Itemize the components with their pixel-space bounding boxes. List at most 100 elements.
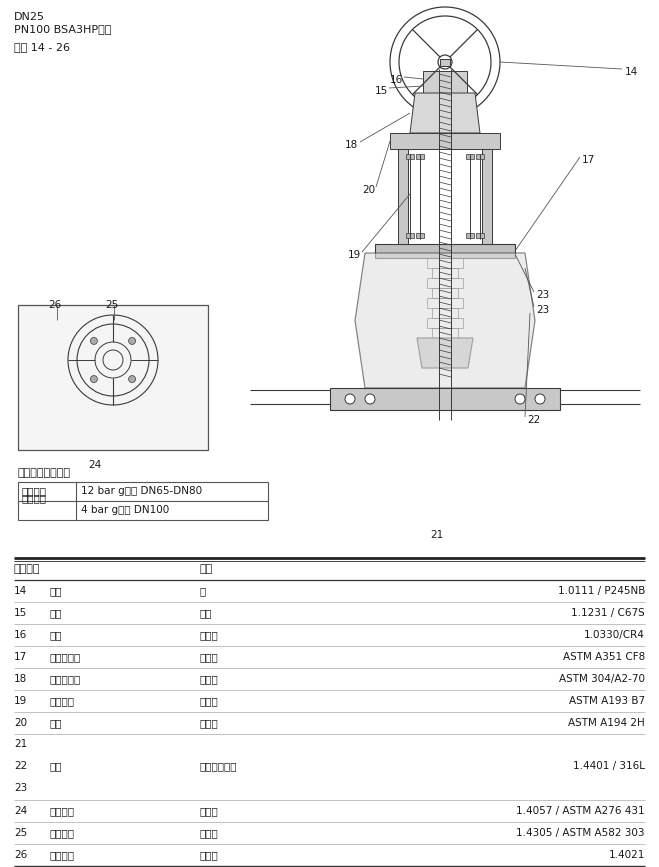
Text: 序号部件: 序号部件 (14, 564, 40, 574)
Circle shape (90, 337, 98, 344)
Text: 合金鑂: 合金鑂 (199, 718, 217, 728)
Text: 26: 26 (48, 300, 61, 310)
Text: 低碳鑂: 低碳鑂 (199, 630, 217, 640)
Text: 阀杆塔头: 阀杆塔头 (49, 806, 74, 816)
Bar (427, 298, 463, 308)
Text: 墊片: 墊片 (49, 761, 61, 771)
Text: 12 bar g压差 DN65-DN80: 12 bar g压差 DN65-DN80 (81, 486, 202, 496)
Text: 16: 16 (14, 630, 27, 640)
Text: 18: 18 (345, 140, 358, 150)
Bar (482, 149, 492, 244)
Bar (466, 154, 474, 159)
Text: 1.1231 / C67S: 1.1231 / C67S (571, 608, 645, 618)
Bar (432, 308, 458, 318)
Text: 平衡阀芯: 平衡阀芯 (49, 850, 74, 860)
Circle shape (129, 375, 136, 382)
Text: 1.4305 / ASTM A582 303: 1.4305 / ASTM A582 303 (517, 828, 645, 838)
Text: 4 bar g压差 DN100: 4 bar g压差 DN100 (81, 505, 169, 515)
Circle shape (515, 394, 525, 404)
Bar (406, 154, 414, 159)
Text: 18: 18 (14, 674, 27, 684)
Circle shape (129, 337, 136, 344)
Text: PN100 BSA3HP图示: PN100 BSA3HP图示 (14, 24, 111, 34)
Polygon shape (410, 93, 480, 133)
Text: 24: 24 (88, 460, 101, 470)
Text: 阀杆连接器: 阀杆连接器 (49, 652, 80, 662)
Text: 25: 25 (105, 300, 118, 310)
Text: 23: 23 (536, 290, 549, 300)
Text: 手轮: 手轮 (49, 586, 61, 596)
Text: DN25: DN25 (14, 12, 45, 22)
Text: 20: 20 (14, 718, 27, 728)
Text: 不锈鑂: 不锈鑂 (199, 806, 217, 816)
Text: 材质: 材质 (199, 564, 212, 574)
Polygon shape (423, 71, 467, 93)
Text: 1.4021: 1.4021 (609, 850, 645, 860)
Text: 止動螺母: 止動螺母 (49, 828, 74, 838)
Bar (427, 278, 463, 288)
Text: 14: 14 (14, 586, 27, 596)
Circle shape (90, 375, 98, 382)
Bar (432, 288, 458, 298)
Text: 19: 19 (14, 696, 27, 706)
Bar (432, 268, 458, 278)
Text: 部件 14 - 26: 部件 14 - 26 (14, 42, 70, 52)
Text: 26: 26 (14, 850, 27, 860)
Polygon shape (355, 253, 535, 388)
Circle shape (345, 394, 355, 404)
Polygon shape (390, 133, 500, 149)
Bar (427, 258, 463, 268)
Text: 19: 19 (348, 250, 361, 260)
Text: 20: 20 (362, 185, 375, 195)
Text: 15: 15 (14, 608, 27, 618)
Text: 16: 16 (390, 75, 403, 85)
Text: 不锈鑂: 不锈鑂 (199, 828, 217, 838)
Text: 双头螺柱: 双头螺柱 (49, 696, 74, 706)
Polygon shape (417, 338, 473, 368)
Text: 超过此范: 超过此范 (21, 486, 46, 496)
Text: 1.0330/CR4: 1.0330/CR4 (584, 630, 645, 640)
Text: 1.0111 / P245NB: 1.0111 / P245NB (558, 586, 645, 596)
Text: 17: 17 (582, 155, 595, 165)
Bar (466, 233, 474, 238)
Bar (416, 233, 424, 238)
Bar (476, 233, 484, 238)
Text: 21: 21 (14, 739, 27, 749)
Text: 21: 21 (430, 530, 444, 540)
Bar (427, 318, 463, 328)
Text: 鑂: 鑂 (199, 586, 205, 596)
Text: ASTM 304/A2-70: ASTM 304/A2-70 (559, 674, 645, 684)
Text: ASTM A194 2H: ASTM A194 2H (568, 718, 645, 728)
Bar (406, 233, 414, 238)
Text: 14: 14 (625, 67, 639, 77)
Text: 24: 24 (14, 806, 27, 816)
Bar (398, 149, 408, 244)
Text: 塔头: 塔头 (49, 630, 61, 640)
Text: 合金鑂: 合金鑂 (199, 696, 217, 706)
Text: 不锈鑂: 不锈鑂 (199, 674, 217, 684)
Text: 23: 23 (14, 783, 27, 793)
Bar (18, 305, 208, 450)
Text: 15: 15 (375, 86, 388, 96)
Text: 不锈鑂: 不锈鑂 (199, 850, 217, 860)
Text: 不锈鑂: 不锈鑂 (199, 652, 217, 662)
Text: ASTM A193 B7: ASTM A193 B7 (569, 696, 645, 706)
Text: ASTM A351 CF8: ASTM A351 CF8 (563, 652, 645, 662)
Text: 内六角螺丝: 内六角螺丝 (49, 674, 80, 684)
Text: 22: 22 (14, 761, 27, 771)
Bar (440, 58, 450, 66)
Text: 23: 23 (536, 305, 549, 315)
Bar (416, 154, 424, 159)
Bar (432, 328, 458, 338)
Polygon shape (375, 244, 515, 258)
Text: 17: 17 (14, 652, 27, 662)
Polygon shape (330, 388, 560, 410)
Text: 1.4057 / ASTM A276 431: 1.4057 / ASTM A276 431 (517, 806, 645, 816)
Text: 石墨和不锈鑂: 石墨和不锈鑂 (199, 761, 237, 771)
Bar (18, 482, 268, 520)
Text: 可选平衡阀芯组件: 可选平衡阀芯组件 (18, 468, 71, 478)
Circle shape (365, 394, 375, 404)
Text: 22: 22 (527, 415, 540, 425)
Text: 围时选用: 围时选用 (21, 493, 46, 503)
Text: 1.4401 / 316L: 1.4401 / 316L (573, 761, 645, 771)
